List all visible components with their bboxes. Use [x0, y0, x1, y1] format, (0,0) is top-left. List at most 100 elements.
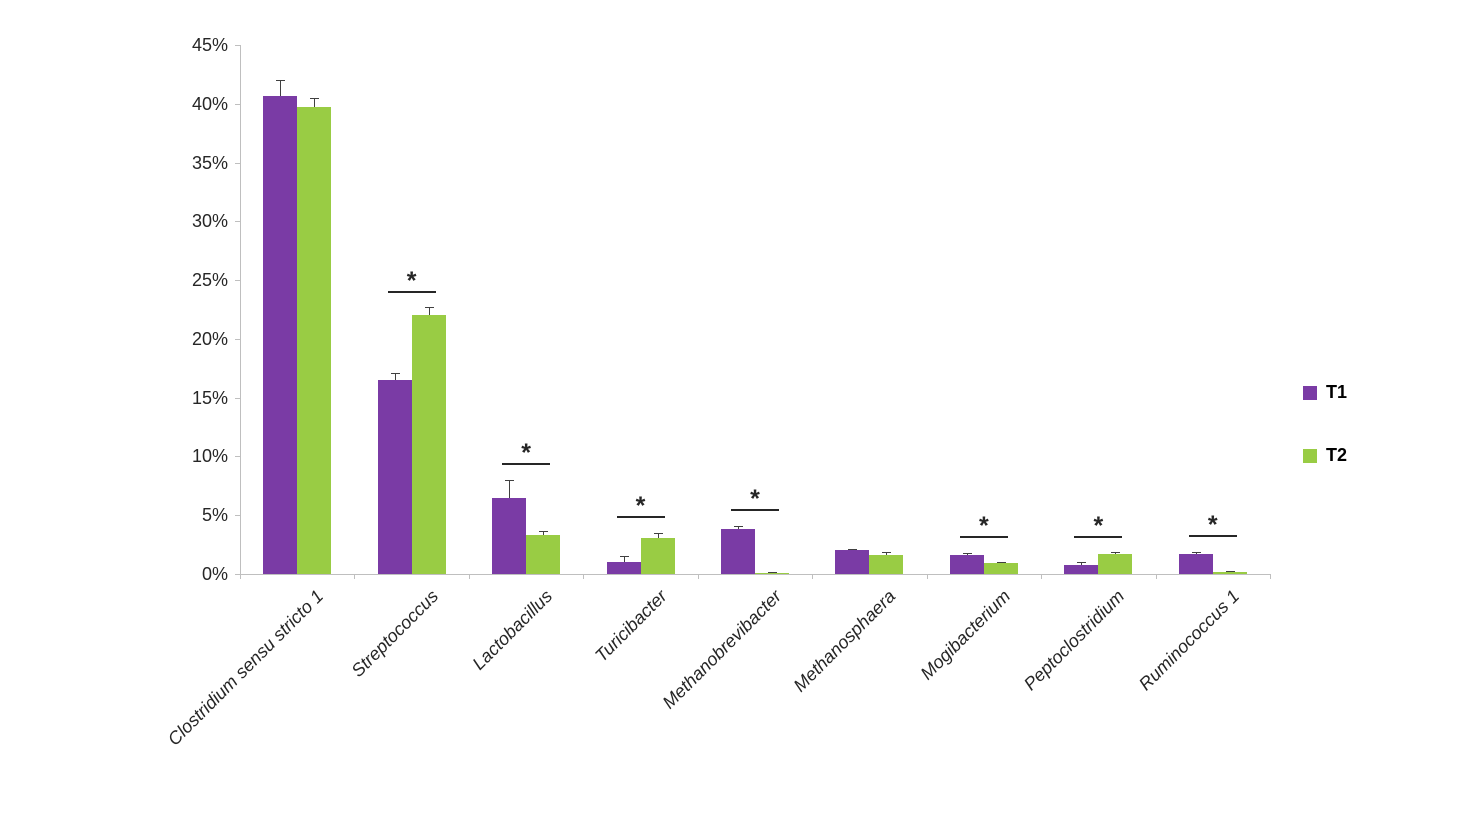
x-axis-tick-mark	[468, 574, 470, 579]
bar-t2-5	[869, 555, 904, 574]
error-bar-cap-t2-6	[996, 562, 1006, 564]
significance-asterisk-1: *	[406, 266, 417, 295]
bar-t1-1	[377, 380, 412, 574]
x-axis-line	[240, 574, 1270, 575]
x-axis-tick-mark	[1155, 574, 1157, 579]
significance-asterisk-7: *	[1093, 511, 1104, 540]
x-axis-category-label: Methanosphaera	[789, 586, 900, 696]
y-axis-tick-mark	[235, 280, 240, 282]
error-bar-t1-6	[966, 552, 968, 556]
y-axis-tick-mark	[235, 338, 240, 340]
x-axis-tick-mark	[583, 574, 585, 579]
bar-t1-6	[949, 555, 984, 574]
significance-asterisk-2: *	[521, 439, 531, 468]
bar-t2-8	[1212, 571, 1247, 574]
bar-t1-3	[606, 562, 641, 574]
error-bar-cap-t1-5	[848, 548, 858, 550]
error-bar-cap-t2-7	[1111, 552, 1121, 554]
y-axis-tick-label: 15%	[191, 387, 228, 408]
y-axis-tick-mark	[235, 103, 240, 105]
significance-line-7	[1074, 535, 1123, 538]
error-bar-cap-t1-2	[505, 479, 515, 481]
x-axis-tick-mark	[926, 574, 928, 579]
x-axis-category-label: Clostridium sensu stricto 1	[163, 586, 328, 750]
y-axis-tick-label: 35%	[191, 152, 228, 173]
error-bar-cap-t1-8	[1191, 551, 1201, 553]
bar-t1-8	[1178, 554, 1213, 574]
x-axis-tick-mark	[1041, 574, 1043, 579]
y-axis-tick-label: 10%	[191, 446, 228, 467]
error-bar-cap-t1-7	[1077, 561, 1087, 563]
error-bar-t2-5	[886, 552, 888, 556]
error-bar-cap-t1-3	[619, 556, 629, 558]
y-axis-tick-mark	[235, 456, 240, 458]
error-bar-t2-0	[314, 97, 316, 108]
error-bar-t1-7	[1081, 561, 1083, 565]
y-axis-tick-label: 45%	[191, 35, 228, 55]
x-axis-category-label: Lactobacillus	[468, 586, 557, 674]
y-axis-tick-label: 25%	[191, 270, 228, 291]
x-axis-tick-mark	[240, 574, 241, 579]
x-axis-category-label: Mogibacterium	[916, 586, 1015, 684]
error-bar-cap-t2-2	[539, 530, 549, 532]
significance-line-8	[1188, 535, 1237, 538]
error-bar-t2-1	[428, 307, 430, 316]
y-axis-tick-label: 0%	[201, 564, 228, 584]
bar-t1-2	[492, 497, 527, 574]
significance-line-4	[731, 509, 779, 512]
significance-asterisk-6: *	[979, 512, 989, 541]
x-axis-tick-mark	[812, 574, 814, 579]
y-axis-tick-mark	[235, 574, 240, 575]
error-bar-cap-t2-5	[882, 552, 892, 554]
significance-line-2	[502, 463, 551, 466]
error-bar-t2-2	[543, 530, 545, 536]
legend: T1 T2	[1303, 382, 1347, 466]
bar-t2-7	[1098, 554, 1133, 574]
bar-t2-0	[297, 107, 332, 574]
legend-entry-t2: T2	[1303, 445, 1347, 466]
y-axis-tick-label: 30%	[191, 211, 228, 232]
y-axis-tick-mark	[235, 515, 240, 517]
bar-t1-0	[263, 95, 298, 574]
y-axis-tick-label: 5%	[201, 505, 228, 526]
bar-t2-6	[983, 563, 1018, 574]
error-bar-cap-t2-8	[1225, 571, 1235, 573]
legend-swatch-t2	[1303, 448, 1317, 463]
error-bar-cap-t1-6	[962, 552, 972, 554]
x-axis-tick-mark	[1270, 574, 1271, 579]
error-bar-cap-t2-0	[310, 97, 320, 99]
error-bar-t1-2	[509, 479, 511, 498]
error-bar-t1-0	[280, 80, 282, 96]
bar-t2-4	[755, 572, 789, 574]
legend-entry-t1: T1	[1303, 382, 1347, 403]
x-axis-tick-mark	[354, 574, 356, 579]
legend-label-t2: T2	[1326, 445, 1348, 465]
error-bar-t1-8	[1195, 551, 1197, 554]
bar-t1-7	[1064, 564, 1099, 574]
x-axis-category-label: Peptoclostridium	[1020, 586, 1129, 695]
significance-asterisk-8: *	[1207, 511, 1218, 540]
significance-line-6	[959, 536, 1008, 539]
x-axis-category-label: Streptococcus	[347, 586, 442, 681]
x-axis-tick-mark	[697, 574, 699, 579]
y-axis-tick-mark	[235, 221, 240, 223]
significance-asterisk-3: *	[635, 492, 646, 521]
y-axis-tick-label: 20%	[191, 328, 228, 349]
legend-label-t1: T1	[1326, 382, 1348, 402]
error-bar-t2-3	[657, 532, 659, 538]
y-axis-tick-mark	[235, 162, 240, 164]
error-bar-t1-4	[738, 525, 739, 530]
significance-line-1	[387, 290, 436, 293]
error-bar-cap-t2-4	[768, 572, 777, 574]
legend-swatch-t1	[1303, 385, 1317, 400]
bar-t1-5	[835, 550, 870, 574]
significance-asterisk-4: *	[750, 485, 760, 514]
y-axis-line	[240, 45, 241, 574]
y-axis-tick-mark	[235, 45, 240, 46]
bar-t2-2	[526, 535, 561, 574]
x-axis-category-label: Ruminococcus 1	[1134, 586, 1243, 695]
x-axis-category-label: Methanobrevibacter	[658, 586, 786, 713]
error-bar-cap-t1-0	[276, 80, 286, 82]
bar-t2-1	[411, 315, 446, 574]
